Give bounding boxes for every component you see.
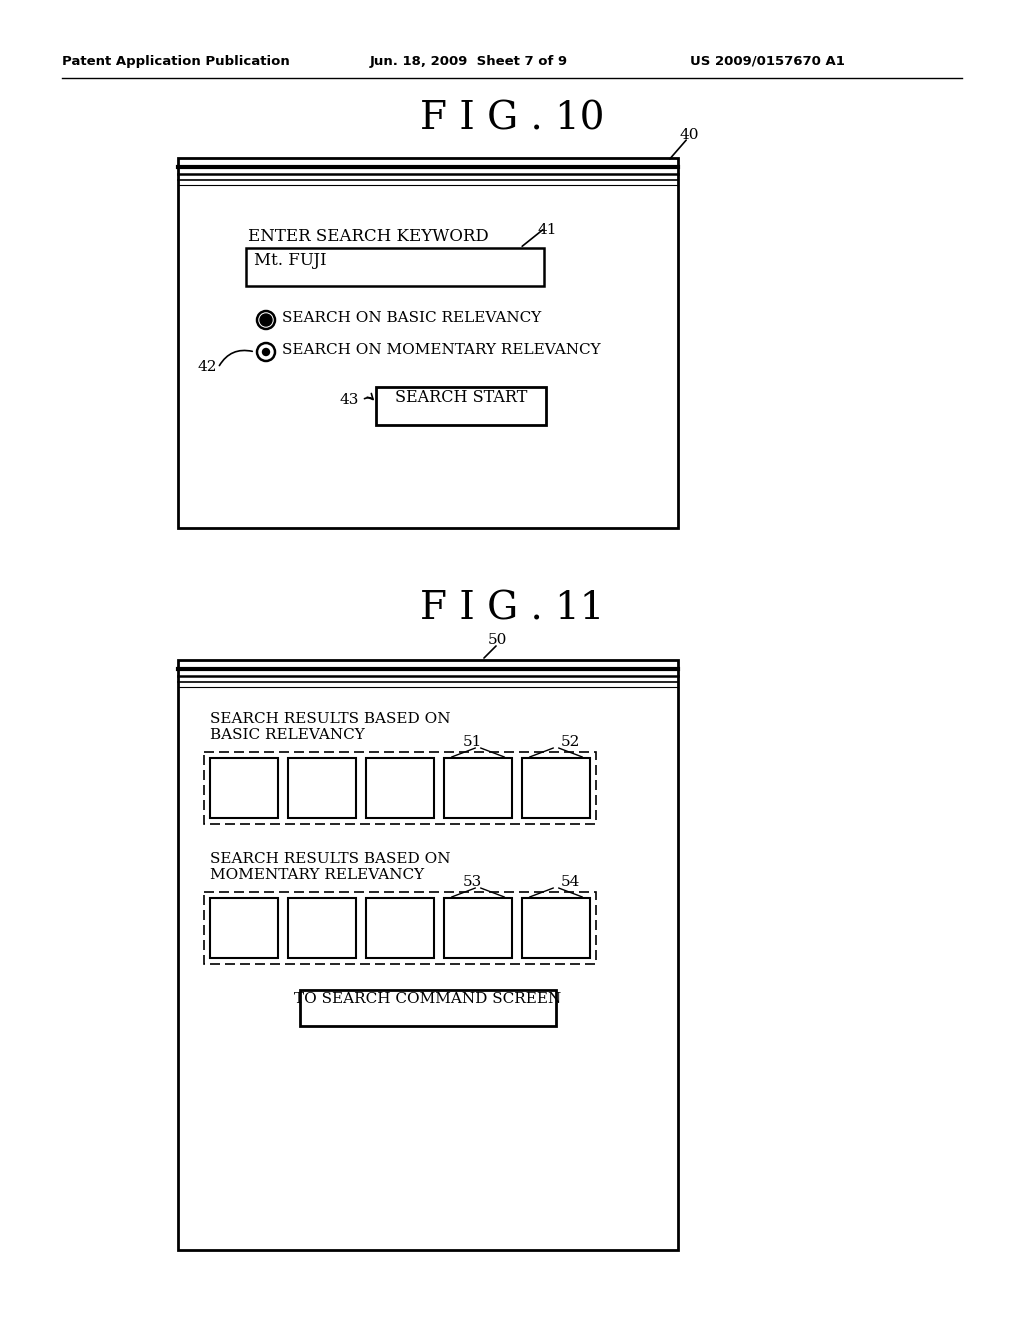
Bar bbox=[204, 892, 596, 964]
Bar bbox=[288, 758, 356, 818]
Text: F I G . 10: F I G . 10 bbox=[420, 100, 604, 137]
Bar bbox=[522, 898, 590, 958]
Circle shape bbox=[260, 314, 272, 326]
Text: 41: 41 bbox=[538, 223, 557, 238]
Bar bbox=[300, 990, 556, 1026]
Text: SEARCH START: SEARCH START bbox=[395, 389, 527, 407]
Bar bbox=[178, 158, 678, 528]
Text: SEARCH ON MOMENTARY RELEVANCY: SEARCH ON MOMENTARY RELEVANCY bbox=[282, 343, 601, 356]
Bar bbox=[210, 758, 278, 818]
Bar bbox=[246, 248, 544, 286]
Circle shape bbox=[262, 348, 269, 355]
Text: US 2009/0157670 A1: US 2009/0157670 A1 bbox=[690, 55, 845, 69]
Text: Jun. 18, 2009  Sheet 7 of 9: Jun. 18, 2009 Sheet 7 of 9 bbox=[370, 55, 568, 69]
Text: Mt. FUJI: Mt. FUJI bbox=[254, 252, 327, 269]
Bar bbox=[178, 660, 678, 1250]
Bar bbox=[444, 898, 512, 958]
Text: 50: 50 bbox=[488, 634, 507, 647]
Text: 52: 52 bbox=[561, 735, 581, 748]
Bar bbox=[522, 758, 590, 818]
Bar bbox=[366, 898, 434, 958]
Text: 40: 40 bbox=[680, 128, 699, 143]
Text: SEARCH RESULTS BASED ON
MOMENTARY RELEVANCY: SEARCH RESULTS BASED ON MOMENTARY RELEVA… bbox=[210, 851, 451, 882]
Bar bbox=[204, 752, 596, 824]
Text: ENTER SEARCH KEYWORD: ENTER SEARCH KEYWORD bbox=[248, 228, 488, 246]
Bar bbox=[366, 758, 434, 818]
Bar bbox=[376, 387, 546, 425]
Text: 42: 42 bbox=[197, 360, 216, 374]
Bar bbox=[288, 898, 356, 958]
Text: Patent Application Publication: Patent Application Publication bbox=[62, 55, 290, 69]
Text: SEARCH ON BASIC RELEVANCY: SEARCH ON BASIC RELEVANCY bbox=[282, 312, 542, 325]
Text: 53: 53 bbox=[463, 875, 481, 888]
Text: SEARCH RESULTS BASED ON
BASIC RELEVANCY: SEARCH RESULTS BASED ON BASIC RELEVANCY bbox=[210, 711, 451, 742]
Text: TO SEARCH COMMAND SCREEN: TO SEARCH COMMAND SCREEN bbox=[294, 993, 561, 1006]
Text: 43: 43 bbox=[340, 393, 359, 407]
Text: F I G . 11: F I G . 11 bbox=[420, 590, 604, 627]
Text: 51: 51 bbox=[462, 735, 481, 748]
Bar bbox=[444, 758, 512, 818]
Text: 54: 54 bbox=[561, 875, 581, 888]
Bar bbox=[210, 898, 278, 958]
